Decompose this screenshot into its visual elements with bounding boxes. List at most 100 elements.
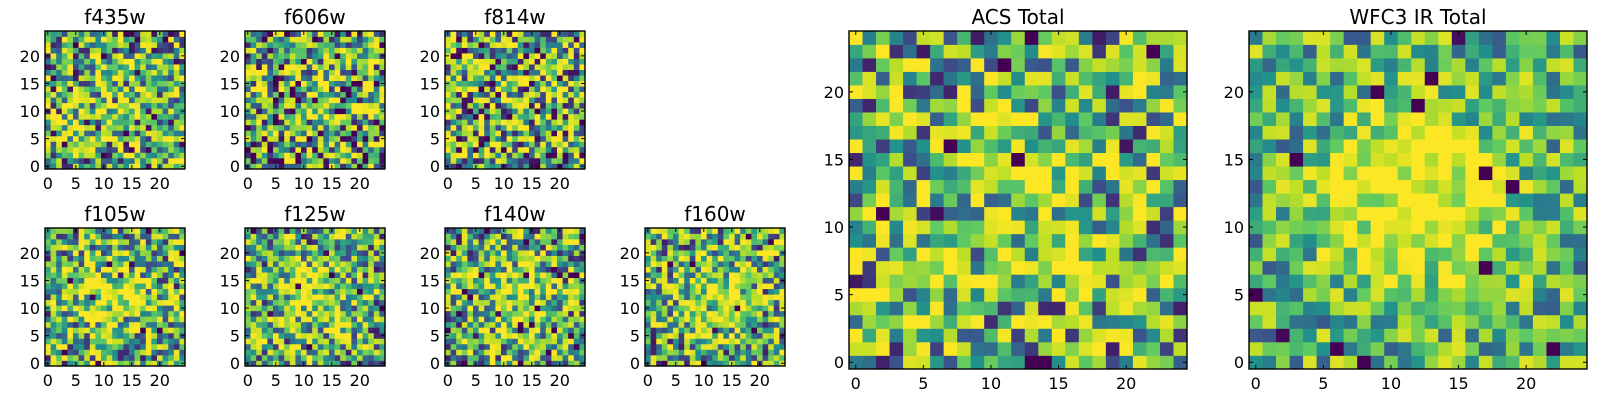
heatmap-cell (473, 250, 479, 256)
heatmap-cell (545, 305, 552, 312)
heatmap-cell (56, 228, 63, 234)
heatmap-cell (1051, 274, 1066, 289)
heatmap-cell (529, 42, 535, 48)
heatmap-cell (340, 349, 347, 356)
x-tick-label: 20 (350, 371, 370, 390)
heatmap-cell (357, 244, 363, 251)
heatmap-cell (50, 277, 57, 284)
heatmap-cell (129, 305, 135, 312)
heatmap-cell (849, 233, 863, 248)
heatmap-cell (351, 310, 358, 317)
heatmap-cell (84, 294, 91, 301)
heatmap-cell (501, 288, 507, 295)
heatmap-cell (117, 47, 124, 54)
heatmap-cell (112, 349, 119, 356)
heatmap-cell (501, 64, 507, 70)
heatmap-cell (673, 338, 679, 345)
heatmap-cell (306, 146, 313, 153)
heatmap-cell (678, 338, 685, 345)
heatmap-cell (523, 327, 530, 334)
heatmap-cell (261, 108, 268, 115)
heatmap-cell (250, 75, 257, 82)
heatmap-cell (461, 86, 468, 93)
heatmap-cell (495, 80, 502, 87)
heatmap-cell (773, 360, 780, 367)
heatmap-cell (351, 157, 358, 164)
heatmap-cell (145, 64, 152, 70)
heatmap-cell (345, 146, 352, 153)
heatmap-cell (545, 152, 552, 159)
heatmap-cell (701, 288, 707, 295)
heatmap-cell (162, 277, 169, 284)
heatmap-cell (78, 108, 85, 115)
heatmap-cell (523, 261, 530, 267)
heatmap-cell (467, 146, 474, 153)
heatmap-cell (61, 135, 68, 142)
heatmap-cell (357, 69, 363, 76)
heatmap-cell (250, 102, 257, 109)
heatmap-cell (762, 343, 769, 350)
heatmap-cell (773, 283, 780, 290)
heatmap-cell (50, 272, 57, 279)
heatmap-cell (779, 244, 786, 251)
heatmap-cell (168, 349, 175, 356)
heatmap-cell (661, 228, 668, 234)
heatmap-cell (523, 354, 530, 361)
heatmap-cell (173, 130, 180, 137)
heatmap-cell (329, 130, 335, 137)
heatmap-cell (134, 327, 141, 334)
heatmap-cell (540, 277, 547, 284)
heatmap-cell (529, 108, 535, 115)
heatmap-cell (295, 124, 302, 131)
heatmap-cell (117, 113, 124, 120)
heatmap-cell (484, 64, 491, 70)
heatmap-cell (473, 152, 479, 159)
heatmap-cell (534, 239, 541, 245)
heatmap-cell (84, 53, 91, 59)
heatmap-cell (957, 355, 972, 370)
heatmap-cell (134, 47, 141, 54)
heatmap-cell (456, 299, 463, 306)
heatmap-cell (50, 146, 57, 153)
heatmap-cell (762, 360, 769, 367)
heatmap-cell (351, 255, 358, 262)
heatmap-cell (168, 124, 175, 131)
heatmap-cell (323, 75, 330, 82)
heatmap-cell (168, 343, 175, 350)
heatmap-cell (245, 141, 251, 148)
heatmap-cell (306, 283, 313, 290)
heatmap-cell (862, 341, 877, 356)
heatmap-cell (540, 108, 547, 115)
heatmap-cell (1011, 260, 1026, 275)
heatmap-cell (678, 255, 685, 262)
plot-frame (44, 30, 186, 170)
heatmap-cell (106, 255, 113, 262)
heatmap-cell (484, 288, 491, 295)
heatmap-cell (168, 360, 175, 367)
heatmap-cell (573, 310, 580, 317)
heatmap-cell (495, 141, 502, 148)
heatmap-cell (145, 36, 152, 43)
y-tick-label: 20 (20, 47, 40, 66)
heatmap-cell (362, 141, 369, 148)
heatmap-cell (301, 332, 307, 339)
heatmap-cell (484, 305, 491, 312)
heatmap-cell (706, 321, 713, 328)
heatmap-cell (551, 97, 558, 104)
heatmap-cell (467, 108, 474, 115)
heatmap-cell (689, 277, 696, 284)
heatmap-cell (501, 42, 507, 48)
heatmap-cell (706, 244, 713, 251)
heatmap-cell (379, 316, 386, 323)
heatmap-cell (357, 47, 363, 54)
heatmap-cell (450, 152, 457, 159)
heatmap-cell (762, 261, 769, 267)
heatmap-cell (534, 310, 541, 317)
heatmap-cell (162, 58, 169, 65)
heatmap-cell (501, 272, 507, 279)
heatmap-cell (78, 97, 85, 104)
heatmap-cell (50, 31, 57, 37)
heatmap-cell (306, 332, 313, 339)
heatmap-cell (568, 244, 575, 251)
